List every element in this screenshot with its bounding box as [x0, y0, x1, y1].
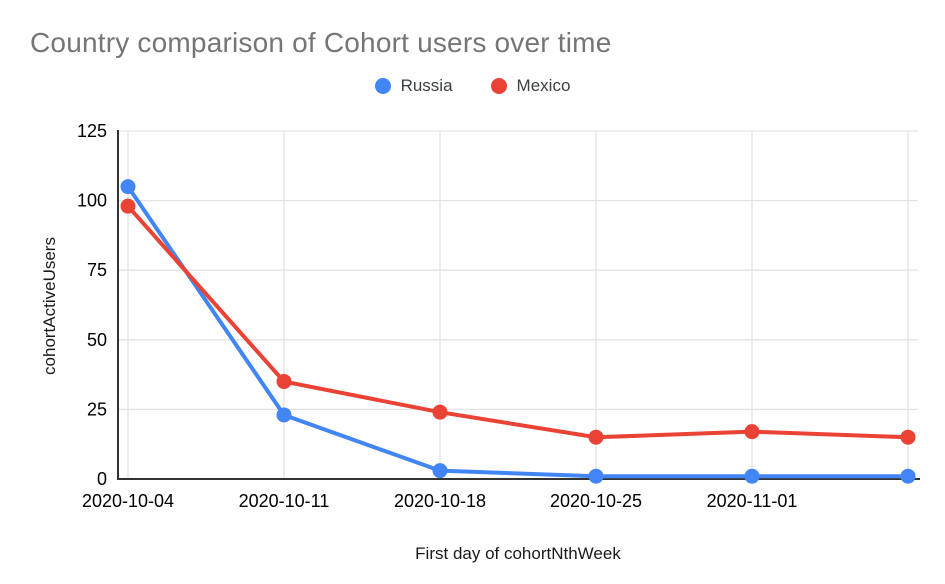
data-point-russia[interactable] — [588, 468, 604, 484]
x-tick-label: 2020-10-18 — [394, 491, 486, 511]
x-tick-label: 2020-10-25 — [550, 491, 642, 511]
y-tick-label: 100 — [77, 191, 107, 211]
data-point-mexico[interactable] — [588, 429, 604, 445]
chart-legend: Russia Mexico — [0, 76, 945, 96]
y-tick-label: 125 — [77, 121, 107, 141]
y-tick-label: 0 — [97, 469, 107, 489]
legend-label-russia: Russia — [400, 76, 453, 95]
x-tick-label: 2020-11-01 — [707, 491, 798, 511]
mexico-series-dot-icon — [490, 78, 507, 94]
series-line-russia — [126, 184, 910, 479]
data-point-mexico[interactable] — [120, 198, 136, 214]
data-point-russia[interactable] — [432, 463, 448, 479]
series-line-mexico — [126, 204, 910, 440]
data-point-russia[interactable] — [120, 179, 136, 195]
x-tick-label: 2020-10-04 — [82, 491, 174, 511]
data-point-mexico[interactable] — [432, 404, 448, 420]
data-point-mexico[interactable] — [900, 429, 916, 445]
legend-item-mexico[interactable]: Mexico — [490, 76, 571, 96]
legend-label-mexico: Mexico — [516, 76, 571, 95]
data-point-mexico[interactable] — [744, 424, 760, 440]
russia-series-dot-icon — [374, 78, 391, 94]
x-axis-title: First day of cohortNthWeek — [415, 544, 621, 563]
x-tick-label: 2020-10-11 — [239, 491, 330, 511]
y-tick-label: 25 — [87, 399, 107, 419]
data-point-russia[interactable] — [276, 407, 292, 423]
y-axis-title: cohortActiveUsers — [40, 237, 59, 375]
y-tick-label: 75 — [87, 260, 107, 280]
data-point-mexico[interactable] — [276, 374, 292, 390]
data-point-russia[interactable] — [744, 468, 760, 484]
legend-item-russia[interactable]: Russia — [374, 76, 453, 96]
chart-title: Country comparison of Cohort users over … — [30, 27, 612, 58]
data-point-russia[interactable] — [900, 468, 916, 484]
y-tick-label: 50 — [87, 330, 107, 350]
